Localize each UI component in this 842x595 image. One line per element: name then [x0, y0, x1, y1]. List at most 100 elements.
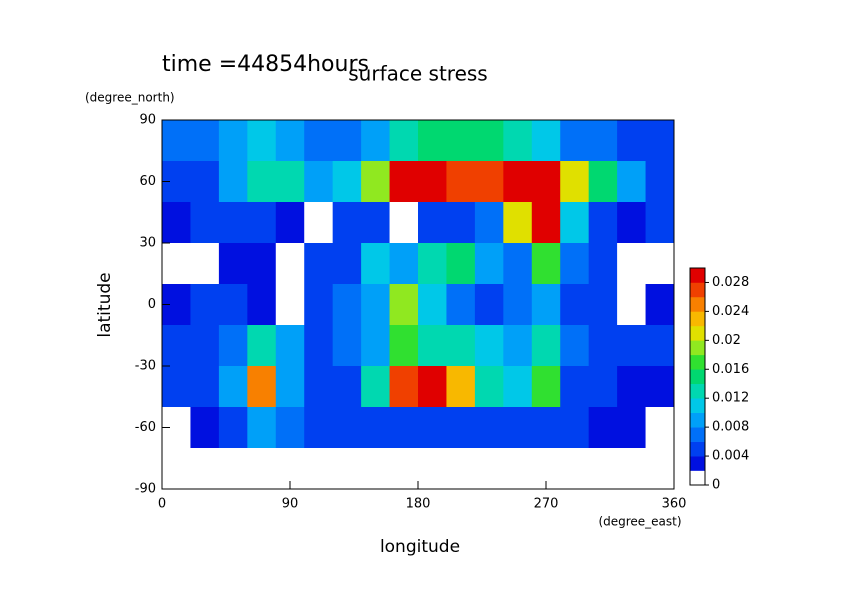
field-cell [389, 448, 419, 490]
field-cell [503, 448, 533, 490]
x-units: (degree_east) [598, 515, 681, 529]
field-cell [247, 202, 277, 244]
colorbar-band [690, 340, 705, 356]
chart-title: surface stress [348, 62, 487, 86]
field-cell [560, 202, 590, 244]
field-cell [218, 448, 248, 490]
colorbar-tick-label: 0.004 [712, 449, 749, 464]
field [162, 120, 675, 490]
field-cell [304, 366, 334, 408]
field-cell [645, 284, 675, 326]
field-cell [304, 161, 334, 203]
field-cell [275, 243, 305, 285]
field-cell [361, 243, 391, 285]
field-cell [332, 448, 362, 490]
colorbar-band [690, 456, 705, 471]
field-cell [588, 325, 618, 367]
field-cell [503, 325, 533, 367]
field-cell [474, 366, 504, 408]
field-cell [218, 366, 248, 408]
field-cell [645, 120, 675, 162]
colorbar-tick-label: 0.024 [712, 304, 749, 319]
field-cell [617, 407, 647, 449]
field-cell [645, 448, 675, 490]
field-cell [418, 120, 447, 162]
field-cell [361, 448, 391, 490]
field-cell [418, 325, 447, 367]
y-tick-label: 60 [139, 174, 156, 189]
field-cell [190, 161, 220, 203]
field-cell [304, 407, 334, 449]
field-cell [332, 325, 362, 367]
field-cell [418, 448, 447, 490]
field-cell [531, 243, 561, 285]
colorbar-band [690, 311, 705, 327]
field-cell [531, 407, 561, 449]
field-cell [190, 325, 220, 367]
field-cell [645, 161, 675, 203]
x-tick-label: 180 [406, 497, 431, 512]
y-tick-label: 30 [139, 236, 156, 251]
field-cell [190, 243, 220, 285]
field-cell [474, 325, 504, 367]
field-cell [247, 448, 277, 490]
colorbar-band [690, 325, 705, 341]
colorbar-tick-label: 0.012 [712, 391, 749, 406]
field-cell [418, 407, 447, 449]
field-cell [617, 202, 647, 244]
colorbar-band [690, 441, 705, 457]
y-tick-label: 0 [148, 297, 156, 312]
field-cell [645, 202, 675, 244]
field-cell [361, 325, 391, 367]
colorbar-band [690, 383, 705, 399]
field-cell [418, 366, 447, 408]
field-cell [560, 120, 590, 162]
field-cell [332, 366, 362, 408]
field-cell [418, 243, 447, 285]
field-cell [645, 243, 675, 285]
field-cell [588, 448, 618, 490]
field-cell [446, 202, 476, 244]
colorbar-band [690, 354, 705, 370]
field-cell [474, 448, 504, 490]
field-cell [389, 366, 419, 408]
field-cell [588, 243, 618, 285]
field-cell [275, 161, 305, 203]
field-cell [218, 202, 248, 244]
field-cell [645, 325, 675, 367]
field-cell [531, 161, 561, 203]
field-cell [332, 120, 362, 162]
field-cell [588, 366, 618, 408]
field-cell [531, 120, 561, 162]
field-cell [560, 325, 590, 367]
field-cell [389, 243, 419, 285]
field-cell [304, 448, 334, 490]
field-cell [247, 243, 277, 285]
field-cell [474, 161, 504, 203]
field-cell [275, 202, 305, 244]
field-cell [588, 407, 618, 449]
chart-subtitle: time =44854hours [162, 52, 369, 77]
field-cell [190, 202, 220, 244]
field-cell [617, 161, 647, 203]
field-cell [304, 120, 334, 162]
y-tick-label: -30 [135, 359, 156, 374]
field-cell [588, 202, 618, 244]
colorbar-band [690, 398, 705, 413]
field-cell [560, 243, 590, 285]
field-cell [389, 202, 419, 244]
colorbar-tick-label: 0.016 [712, 362, 749, 377]
field-cell [645, 366, 675, 408]
field-cell [474, 243, 504, 285]
field-cell [218, 161, 248, 203]
field-cell [389, 407, 419, 449]
field-cell [560, 448, 590, 490]
field-cell [617, 366, 647, 408]
field-cell [332, 202, 362, 244]
x-tick-label: 360 [662, 497, 687, 512]
colorbar-tick-label: 0 [712, 478, 720, 493]
field-cell [162, 366, 191, 408]
field-cell [361, 161, 391, 203]
colorbar-band [690, 282, 705, 298]
field-cell [588, 161, 618, 203]
